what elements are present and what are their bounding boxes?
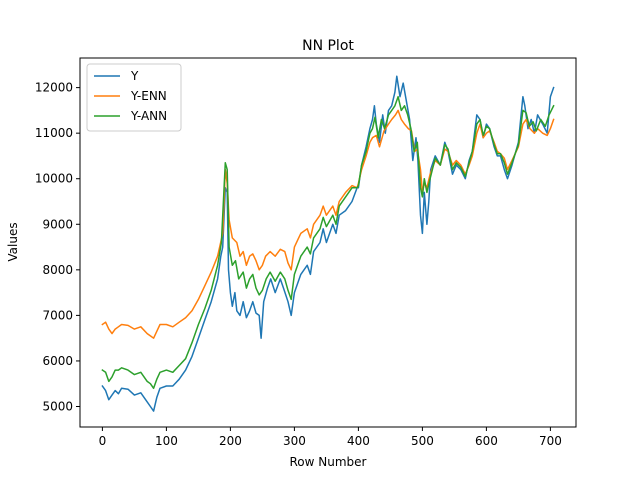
y-tick-label: 9000 (42, 217, 73, 231)
legend-box (86, 63, 182, 132)
x-axis-label: Row Number (290, 455, 367, 469)
legend-label-y: Y (130, 69, 139, 83)
legend: Y Y-ENN Y-ANN (86, 63, 182, 132)
chart-title: NN Plot (302, 38, 354, 54)
legend-label-y-enn: Y-ENN (130, 89, 167, 103)
y-tick-label: 7000 (42, 308, 73, 322)
x-tick-label: 400 (347, 434, 370, 448)
y-tick-label: 11000 (35, 126, 73, 140)
x-tick-label: 100 (155, 434, 178, 448)
y-tick-label: 5000 (42, 400, 73, 414)
y-axis-label: Values (6, 222, 20, 261)
x-tick-label: 700 (539, 434, 562, 448)
x-tick-label: 500 (411, 434, 434, 448)
series-line-y-enn (101, 109, 555, 339)
series-line-y (101, 75, 555, 412)
y-tick-label: 12000 (35, 81, 73, 95)
x-tick-label: 600 (475, 434, 498, 448)
legend-entries: Y Y-ENN Y-ANN (94, 69, 167, 123)
x-tick-label: 0 (99, 434, 107, 448)
y-axis: 5000 6000 7000 8000 9000 10000 11000 12000 (35, 81, 80, 414)
y-tick-label: 6000 (42, 354, 73, 368)
x-tick-label: 200 (219, 434, 242, 448)
y-tick-label: 10000 (35, 172, 73, 186)
series-layer (101, 75, 555, 412)
legend-label-y-ann: Y-ANN (130, 109, 167, 123)
series-line-y-ann (101, 95, 555, 390)
x-tick-label: 300 (283, 434, 306, 448)
x-axis: 0 100 200 300 400 500 600 700 (99, 427, 562, 448)
plot-frame (79, 57, 577, 428)
y-tick-label: 8000 (42, 263, 73, 277)
